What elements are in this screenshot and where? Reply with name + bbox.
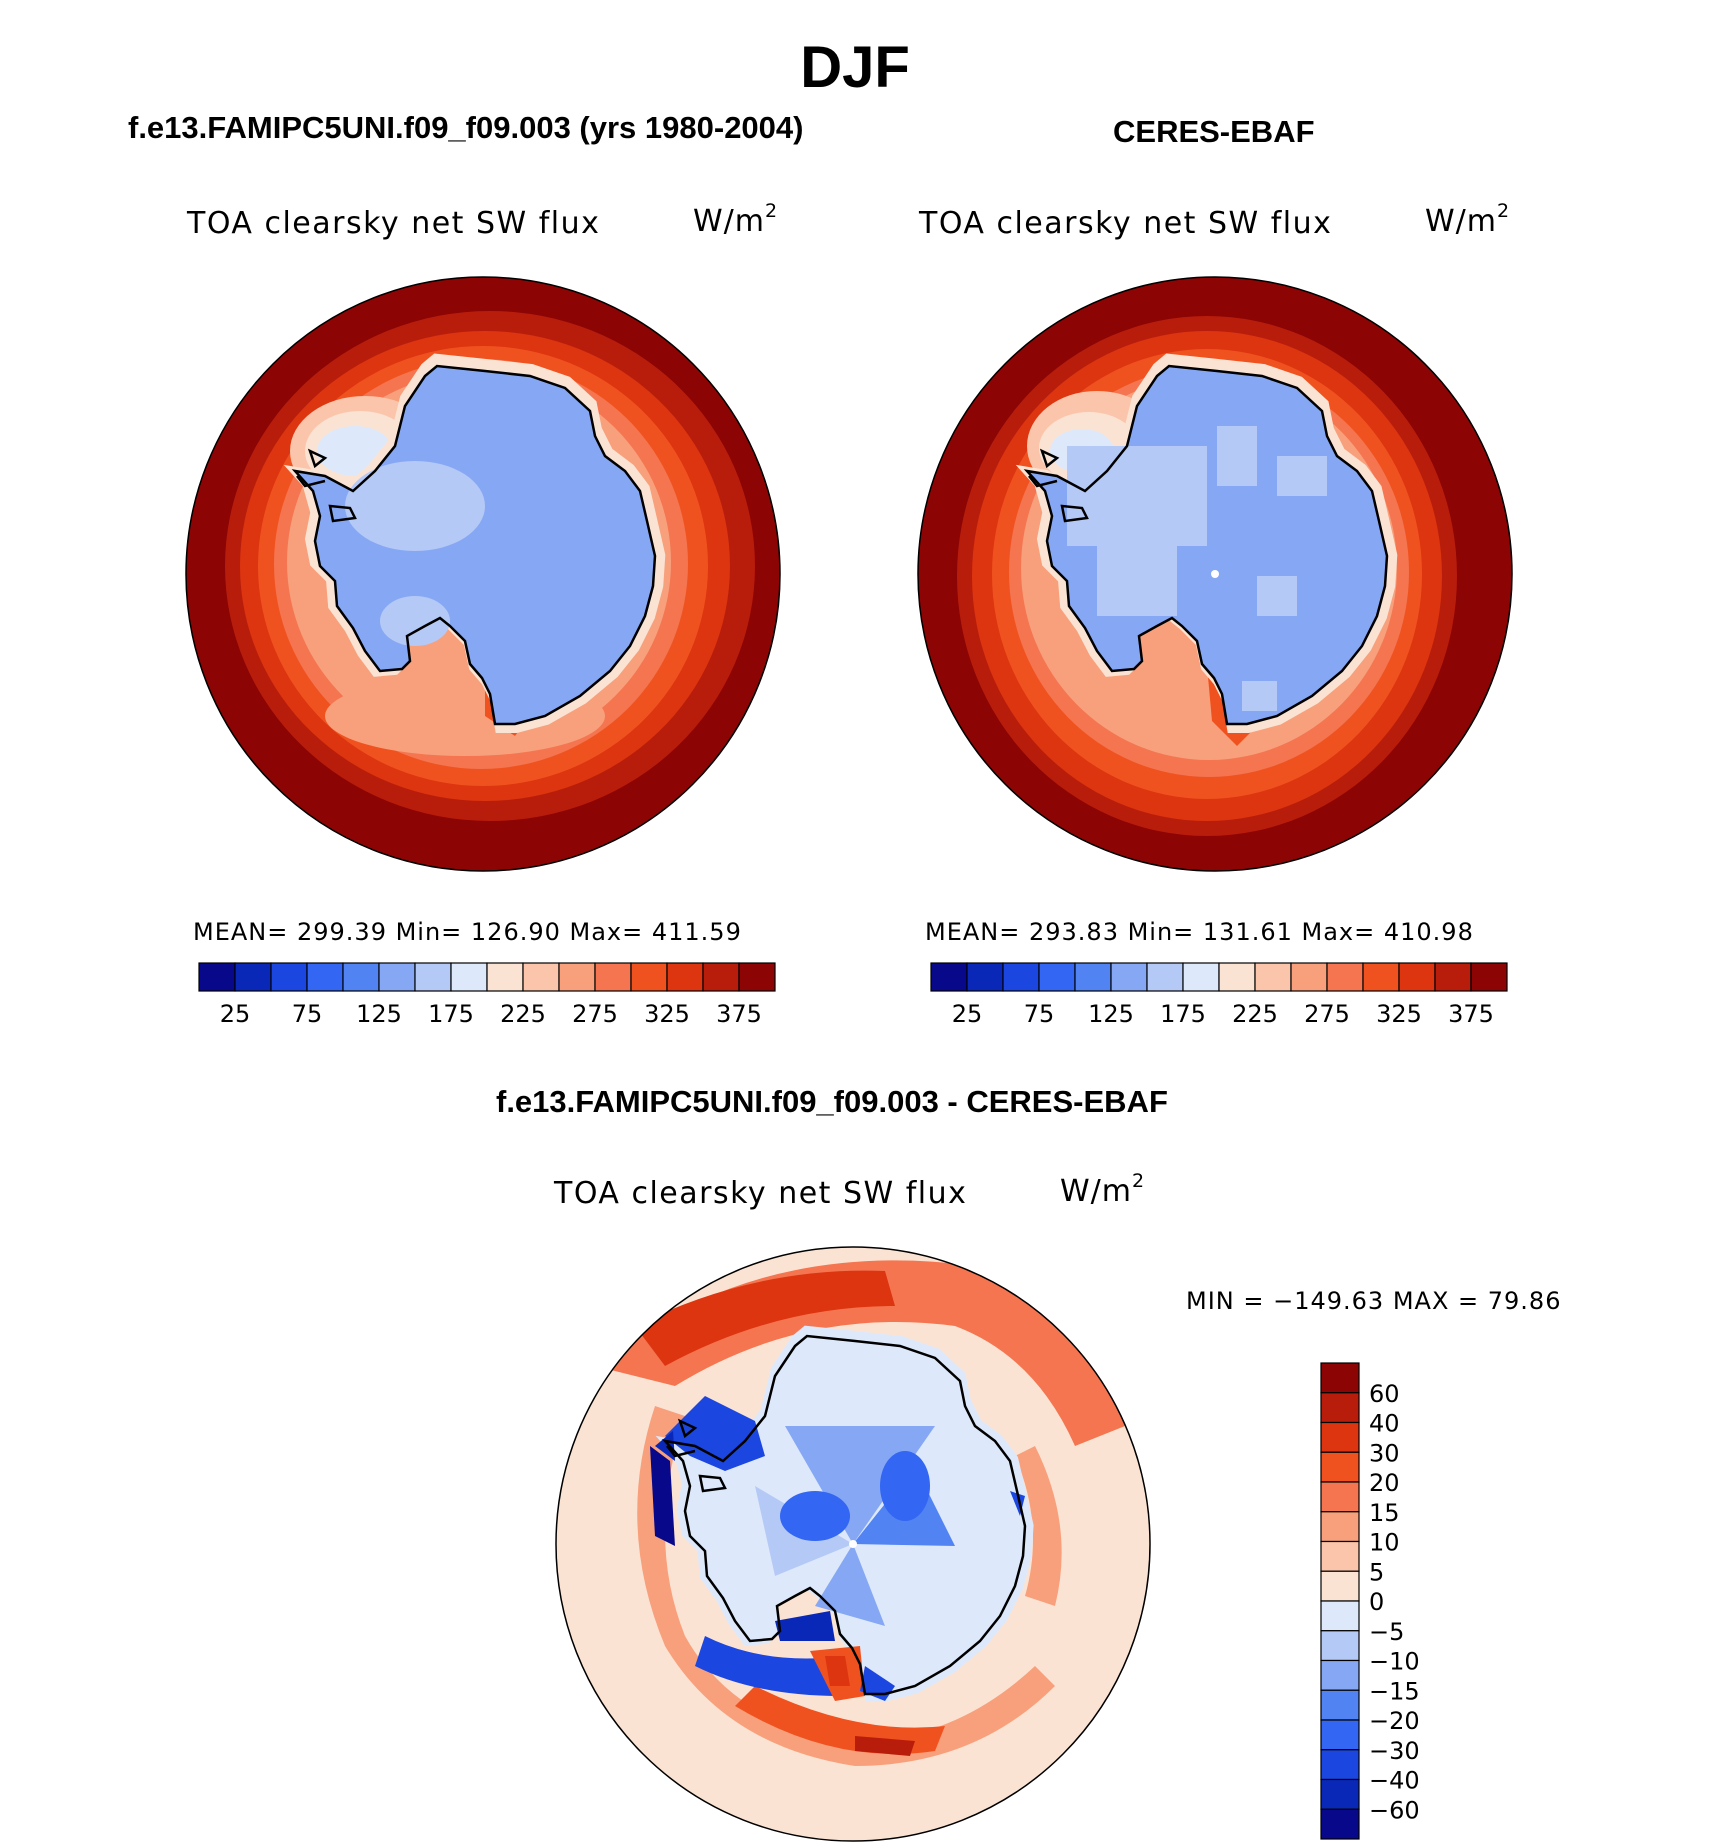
model-colorbar-tick-label: 225 <box>500 1000 546 1028</box>
diff-colorbar-tick-label: −20 <box>1369 1707 1420 1735</box>
obs-polar-map <box>917 276 1513 872</box>
model-colorbar-tick-label: 175 <box>428 1000 474 1028</box>
model-colorbar-swatch <box>630 962 668 992</box>
diff-colorbar-tick-label: 0 <box>1369 1588 1384 1616</box>
diff-colorbar-tick-label: 60 <box>1369 1380 1400 1408</box>
model-colorbar-tick-label: 275 <box>572 1000 618 1028</box>
obs-colorbar-tick-label: 325 <box>1376 1000 1422 1028</box>
diff-colorbar-swatch <box>1320 1481 1360 1513</box>
model-colorbar-tick-label: 325 <box>644 1000 690 1028</box>
diff-colorbar-swatch <box>1320 1451 1360 1483</box>
model-panel-title: f.e13.FAMIPC5UNI.f09_f09.003 (yrs 1980-2… <box>128 110 804 145</box>
obs-colorbar-swatch <box>1182 962 1220 992</box>
diff-colorbar-tick-label: −15 <box>1369 1677 1420 1705</box>
obs-colorbar-tick-label: 25 <box>952 1000 983 1028</box>
model-colorbar-swatch <box>306 962 344 992</box>
model-colorbar-swatch <box>450 962 488 992</box>
obs-colorbar-tick-label: 75 <box>1024 1000 1055 1028</box>
diff-colorbar-swatch <box>1320 1421 1360 1453</box>
diff-stats: MIN = −149.63 MAX = 79.86 <box>1186 1287 1562 1315</box>
obs-variable-label: TOA clearsky net SW flux <box>919 206 1333 241</box>
model-polar-map <box>185 276 781 872</box>
obs-colorbar-tick-label: 275 <box>1304 1000 1350 1028</box>
diff-colorbar-tick-label: −40 <box>1369 1767 1420 1795</box>
main-title: DJF <box>800 35 910 100</box>
diff-colorbar-tick-label: 40 <box>1369 1410 1400 1438</box>
model-colorbar-swatch <box>522 962 560 992</box>
diff-colorbar-tick-label: −30 <box>1369 1737 1420 1765</box>
diff-colorbar-tick-label: −10 <box>1369 1648 1420 1676</box>
model-variable-label: TOA clearsky net SW flux <box>187 206 601 241</box>
diff-colorbar-tick-label: 30 <box>1369 1439 1400 1467</box>
model-colorbar-tick-label: 125 <box>356 1000 402 1028</box>
model-colorbar-swatch <box>378 962 416 992</box>
obs-colorbar-swatch <box>966 962 1004 992</box>
diff-polar-map <box>555 1246 1151 1842</box>
diff-colorbar-tick-label: −60 <box>1369 1796 1420 1824</box>
obs-colorbar-swatch <box>1398 962 1436 992</box>
diff-colorbar-swatch <box>1320 1600 1360 1632</box>
model-colorbar-swatch <box>486 962 524 992</box>
model-colorbar-swatch <box>594 962 632 992</box>
obs-colorbar-swatch <box>1110 962 1148 992</box>
diff-colorbar-tick-label: 15 <box>1369 1499 1400 1527</box>
obs-colorbar-tick-label: 375 <box>1448 1000 1494 1028</box>
obs-colorbar-tick-label: 175 <box>1160 1000 1206 1028</box>
diff-colorbar-swatch <box>1320 1719 1360 1751</box>
diff-colorbar-tick-label: −5 <box>1369 1618 1404 1646</box>
diff-colorbar-tick-label: 20 <box>1369 1469 1400 1497</box>
diff-colorbar-swatch <box>1320 1570 1360 1602</box>
model-colorbar-swatch <box>414 962 452 992</box>
model-colorbar-tick-label: 375 <box>716 1000 762 1028</box>
diff-variable-label: TOA clearsky net SW flux <box>554 1176 968 1211</box>
diff-colorbar-swatch <box>1320 1808 1360 1840</box>
diff-colorbar-swatch <box>1320 1689 1360 1721</box>
diff-colorbar-swatch <box>1320 1778 1360 1810</box>
model-colorbar-swatch <box>558 962 596 992</box>
model-units-label: W/m2 <box>693 200 779 239</box>
obs-colorbar-swatch <box>1254 962 1292 992</box>
obs-colorbar-swatch <box>1146 962 1184 992</box>
diff-colorbar-swatch <box>1320 1511 1360 1543</box>
diff-colorbar-swatch <box>1320 1392 1360 1424</box>
model-colorbar: 25 75 125 175 225 275 325 375 <box>198 962 776 1028</box>
obs-colorbar-tick-label: 125 <box>1088 1000 1134 1028</box>
obs-colorbar: 25 75 125 175 225 275 325 375 <box>930 962 1508 1028</box>
obs-colorbar-swatch <box>1218 962 1256 992</box>
model-colorbar-swatch <box>666 962 704 992</box>
diff-colorbar-swatch <box>1320 1749 1360 1781</box>
diff-colorbar-swatch <box>1320 1362 1360 1394</box>
model-stats: MEAN= 299.39 Min= 126.90 Max= 411.59 <box>193 918 742 946</box>
model-colorbar-swatch <box>198 962 236 992</box>
obs-colorbar-swatch <box>1362 962 1400 992</box>
obs-stats: MEAN= 293.83 Min= 131.61 Max= 410.98 <box>925 918 1474 946</box>
model-colorbar-swatch <box>738 962 776 992</box>
diff-panel-title: f.e13.FAMIPC5UNI.f09_f09.003 - CERES-EBA… <box>496 1084 1168 1119</box>
model-colorbar-tick-label: 25 <box>220 1000 251 1028</box>
diff-colorbar-swatch <box>1320 1659 1360 1691</box>
obs-colorbar-tick-label: 225 <box>1232 1000 1278 1028</box>
diff-colorbar-swatch <box>1320 1630 1360 1662</box>
obs-colorbar-swatch <box>1038 962 1076 992</box>
obs-colorbar-swatch <box>1326 962 1364 992</box>
diff-colorbar-swatch <box>1320 1540 1360 1572</box>
model-colorbar-tick-label: 75 <box>292 1000 323 1028</box>
obs-colorbar-swatch <box>1470 962 1508 992</box>
obs-units-label: W/m2 <box>1425 200 1511 239</box>
diff-colorbar-tick-label: 5 <box>1369 1558 1384 1586</box>
diff-colorbar-tick-label: 10 <box>1369 1529 1400 1557</box>
obs-colorbar-swatch <box>1434 962 1472 992</box>
model-colorbar-swatch <box>270 962 308 992</box>
obs-colorbar-swatch <box>930 962 968 992</box>
obs-panel-title: CERES-EBAF <box>1113 114 1315 149</box>
obs-colorbar-swatch <box>1290 962 1328 992</box>
diff-units-label: W/m2 <box>1060 1170 1146 1209</box>
model-colorbar-swatch <box>234 962 272 992</box>
model-colorbar-swatch <box>702 962 740 992</box>
obs-colorbar-swatch <box>1074 962 1112 992</box>
obs-colorbar-swatch <box>1002 962 1040 992</box>
model-colorbar-swatch <box>342 962 380 992</box>
